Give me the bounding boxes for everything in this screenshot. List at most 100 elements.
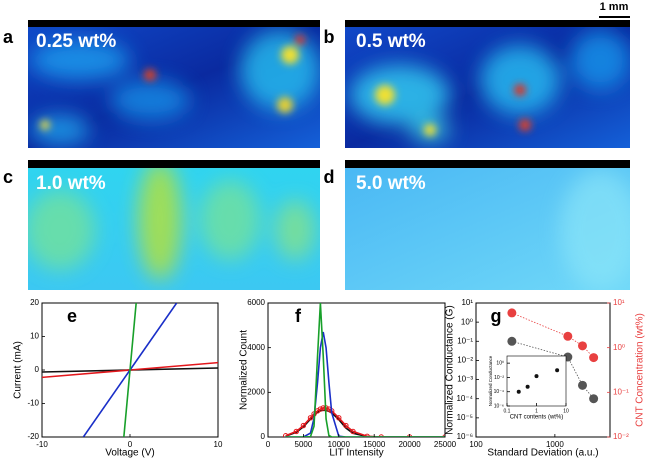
scale-bar-label: 1 mm — [600, 1, 629, 13]
x-axis-label: Voltage (V) — [105, 448, 154, 459]
data-line — [285, 303, 445, 437]
x-axis-label: Standard Deviation (a.u.) — [487, 448, 598, 459]
y-tick-label: 10⁻⁵ — [457, 413, 473, 422]
y-tick-label: 10⁰ — [496, 360, 504, 366]
data-point — [307, 415, 314, 421]
data-point — [577, 341, 587, 351]
panel-letter: a — [3, 27, 14, 47]
y-tick-label: 10 — [30, 332, 39, 341]
panel-letter: e — [67, 306, 77, 326]
y2-tick-label: 10⁰ — [613, 343, 625, 352]
image-label: 0.5 wt% — [356, 31, 426, 52]
y-axis-label: Normalized Conductance (G) — [445, 305, 456, 435]
y-tick-label: 10⁻³ — [457, 375, 473, 384]
y-tick-label: 20 — [30, 298, 39, 307]
panel-letter-bg — [289, 307, 307, 327]
data-point — [563, 331, 573, 341]
image-border — [345, 160, 630, 169]
image-label: 5.0 wt% — [356, 173, 426, 194]
data-point — [577, 380, 587, 390]
y-axis-label: Current (mA) — [13, 341, 24, 399]
data-point — [300, 422, 307, 429]
y-tick-label: 10⁰ — [461, 317, 473, 326]
panel-letter: d — [324, 167, 335, 187]
data-point — [534, 374, 539, 379]
data-line — [123, 303, 137, 437]
data-point — [589, 353, 599, 363]
y-tick-label: 10⁻⁴ — [494, 389, 504, 395]
plot-area — [516, 368, 560, 394]
x-axis-label: LIT Intensity — [329, 448, 383, 459]
x-tick-label: 20000 — [398, 440, 421, 449]
y-tick-label: 0 — [35, 365, 40, 374]
y-tick-label: -20 — [27, 432, 39, 441]
data-line — [285, 331, 445, 437]
y2-tick-label: 10¹ — [613, 298, 625, 307]
connector-line — [511, 312, 594, 358]
y-tick-label: 10⁻⁶ — [494, 403, 504, 409]
y-tick-label: 10⁻² — [494, 375, 504, 381]
y-tick-label: 10⁻⁶ — [457, 432, 473, 441]
data-point — [589, 394, 599, 404]
x-tick-label: 10 — [214, 440, 223, 449]
data-point — [317, 406, 324, 412]
image-border — [345, 20, 630, 28]
inset-frame — [506, 355, 567, 407]
x-tick-label: 1000 — [546, 440, 564, 449]
image-label: 1.0 wt% — [36, 173, 106, 194]
heat-map — [28, 168, 320, 290]
x-tick-label: 5000 — [295, 440, 313, 449]
data-point — [293, 428, 300, 435]
y2-tick-label: 10⁻² — [613, 432, 629, 441]
y-tick-label: 2000 — [247, 387, 265, 396]
x-tick-label: 1 — [535, 408, 538, 414]
y-tick-label: 10⁻² — [457, 356, 473, 365]
heat-map — [28, 27, 320, 148]
data-point — [507, 308, 517, 318]
y-tick-label: 10⁻¹ — [457, 336, 473, 345]
data-point — [343, 422, 349, 429]
data-point — [516, 389, 521, 394]
x-tick-label: 25000 — [434, 440, 457, 449]
data-point — [555, 368, 560, 373]
heat-map — [345, 27, 630, 148]
y-tick-label: 6000 — [247, 298, 265, 307]
panel-letter: b — [324, 27, 335, 47]
plot-area — [42, 303, 218, 437]
panel-letter: c — [3, 167, 13, 187]
x-axis-label: CNT contents (wt%) — [510, 415, 564, 421]
data-point — [350, 428, 356, 435]
y-tick-label: 0 — [261, 432, 266, 441]
y2-axis-label: CNT Concentration (wt%) — [635, 313, 646, 427]
y-tick-label: -10 — [27, 399, 39, 408]
data-point — [336, 415, 342, 421]
panel-letter: g — [491, 306, 502, 326]
x-tick-label: 0.1 — [504, 408, 511, 414]
plot-area — [283, 303, 445, 437]
x-tick-label: 15000 — [363, 440, 386, 449]
x-tick-label: -10 — [36, 440, 48, 449]
x-tick-label: 100 — [469, 440, 483, 449]
panel-letter-bg — [63, 307, 81, 327]
image-border — [28, 160, 320, 169]
y-axis-label: Normalized Conductance — [488, 355, 493, 406]
data-point — [283, 433, 289, 437]
image-label: 0.25 wt% — [36, 31, 116, 52]
data-point — [525, 384, 530, 389]
x-tick-label: 0 — [128, 440, 133, 449]
panel-letter: f — [295, 306, 302, 326]
x-tick-label: 10 — [563, 408, 569, 414]
y2-tick-label: 10⁻¹ — [613, 387, 629, 396]
image-border — [28, 20, 320, 28]
data-point — [507, 336, 517, 346]
y-tick-label: 4000 — [247, 343, 265, 352]
plot-area — [507, 308, 599, 404]
panel-letter-bg — [487, 307, 505, 327]
heat-map — [345, 168, 630, 290]
y-tick-label: 10⁻⁴ — [456, 394, 473, 403]
x-tick-label: 0 — [266, 440, 271, 449]
x-tick-label: 10000 — [328, 440, 351, 449]
y-axis-label: Normalized Count — [239, 330, 250, 410]
y-tick-label: 10¹ — [461, 298, 473, 307]
